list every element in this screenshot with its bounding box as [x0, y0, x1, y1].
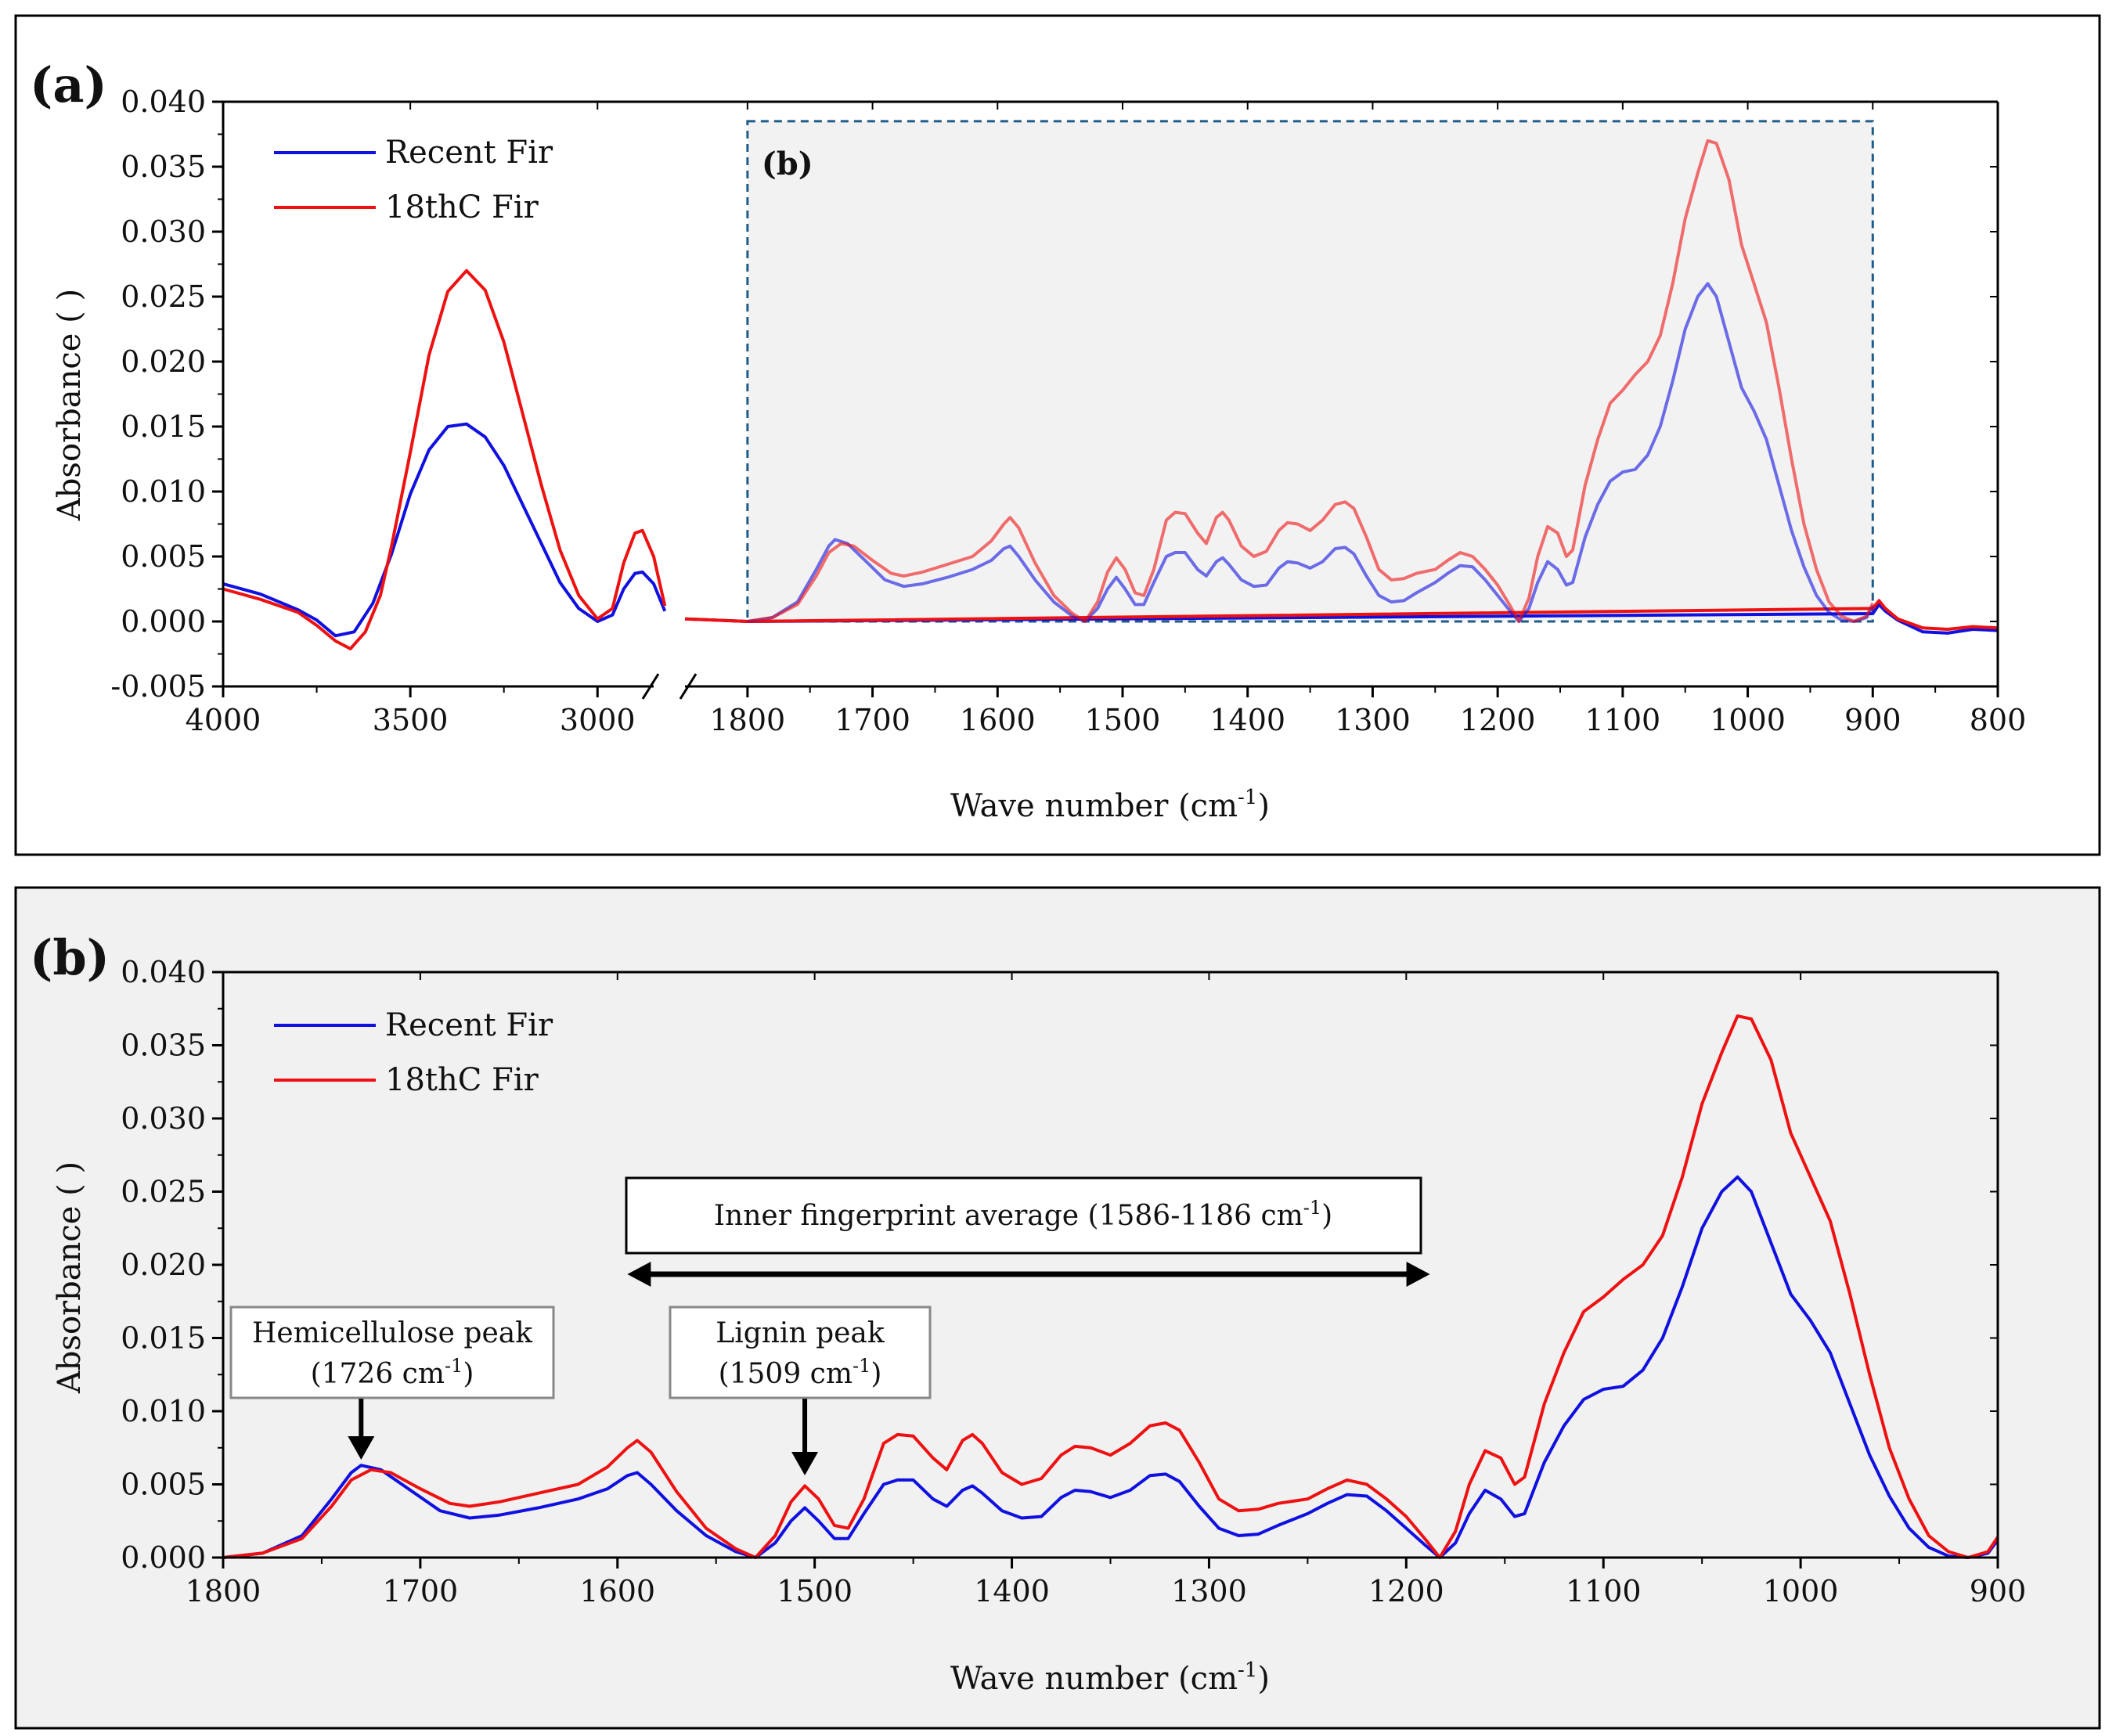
panel-a-xlabel: Wave number (cm-1) — [950, 786, 1270, 824]
y-tick-label: 0.030 — [121, 1101, 206, 1136]
x-tick-label: 1600 — [960, 703, 1036, 737]
x-tick-label: 1200 — [1368, 1574, 1444, 1608]
legend-recent-label: Recent Fir — [385, 1007, 553, 1043]
x-tick-label: 1400 — [1209, 703, 1285, 737]
inset-label: (b) — [762, 146, 813, 182]
legend-recent-label: Recent Fir — [385, 135, 553, 171]
y-tick-label: 0.030 — [121, 214, 206, 249]
y-tick-label: 0.010 — [121, 474, 206, 509]
panel-b-axes: 0.000 0.005 0.010 0.015 0.020 0.025 0.030 0.035… — [121, 955, 2026, 1608]
x-tick-label: 1000 — [1710, 703, 1786, 737]
panel-b-ylabel: Absorbance ( ) — [52, 1162, 88, 1394]
axis-break-mark — [641, 673, 660, 700]
x-tick-label: 3000 — [560, 703, 636, 737]
lignin-label-1: Lignin peak — [716, 1317, 885, 1349]
legend-c18-label: 18thC Fir — [385, 1062, 539, 1098]
fingerprint-box — [625, 1176, 1422, 1255]
y-tick-label: 0.015 — [121, 1321, 206, 1356]
x-tick-label: 1000 — [1763, 1574, 1839, 1608]
y-tick-label: -0.005 — [110, 669, 206, 704]
panel-a-legend: Recent Fir 18thC Fir — [274, 135, 553, 225]
fingerprint-arrow-head-right — [1406, 1262, 1430, 1287]
x-tick-label: 4000 — [186, 703, 261, 737]
lignin-arrow-head — [791, 1452, 819, 1475]
inset-series-line-c18 — [747, 139, 1875, 623]
panel-a-label: (a) — [30, 56, 107, 113]
x-tick-label: 1100 — [1566, 1574, 1642, 1608]
hemicellulose-arrow-head — [348, 1436, 375, 1460]
x-tick-label: 1300 — [1335, 703, 1411, 737]
y-tick-label: 0.040 — [121, 85, 206, 119]
panel-b-legend: Recent Fir 18thC Fir — [274, 1007, 553, 1098]
x-tick-label: 1200 — [1460, 703, 1536, 737]
series-line-c18 — [222, 268, 667, 650]
x-tick-label: 1300 — [1171, 1574, 1247, 1608]
y-tick-label: 0.025 — [121, 1175, 206, 1209]
x-tick-label: 1500 — [777, 1574, 853, 1608]
y-tick-label: 0.005 — [121, 1468, 206, 1502]
x-tick-label: 1500 — [1085, 703, 1161, 737]
legend-c18-label: 18thC Fir — [385, 189, 539, 225]
panel-a-ylabel: Absorbance ( ) — [52, 289, 88, 521]
x-tick-label: 900 — [1844, 703, 1902, 737]
x-tick-label: 3500 — [373, 703, 449, 737]
panel-b-label: (b) — [30, 929, 110, 986]
y-tick-label: 0.010 — [121, 1394, 206, 1428]
panel-b: (b) 0.0000.0050.0100.0150.0200.0250.0300… — [30, 929, 2026, 1697]
fingerprint-arrow — [627, 1262, 1430, 1287]
y-tick-label: 0.035 — [121, 149, 206, 184]
series-line-c18 — [684, 599, 1999, 631]
inset-region — [746, 120, 1874, 623]
y-tick-label: 0.020 — [121, 1248, 206, 1282]
x-tick-label: 1600 — [579, 1574, 655, 1608]
y-tick-label: 0.020 — [121, 344, 206, 379]
y-tick-label: 0.040 — [121, 955, 206, 989]
panel-b-series — [222, 1014, 1999, 1559]
x-tick-label: 1800 — [709, 703, 785, 737]
y-tick-label: 0.035 — [121, 1028, 206, 1063]
panel-a-series — [222, 139, 1999, 650]
lignin-arrow — [791, 1399, 819, 1475]
panel-a: (a) (b) -0.005 0.000 0.005 0.010 0.015 0.020 0… — [30, 56, 2026, 824]
y-tick-label: 0.025 — [121, 279, 206, 314]
x-tick-label: 1400 — [974, 1574, 1050, 1608]
y-tick-label: 0.000 — [121, 1540, 206, 1575]
hemicellulose-label-1: Hemicellulose peak — [252, 1317, 533, 1349]
hemicellulose-box — [229, 1306, 555, 1399]
panel-a-axes: -0.005 0.000 0.005 0.010 0.015 0.020 0.025 0.03… — [110, 85, 2026, 737]
y-tick-label: 0.005 — [121, 539, 206, 574]
x-tick-label: 800 — [1970, 703, 2027, 737]
axis-break-mark — [679, 673, 698, 700]
series-line-recent — [222, 1175, 1999, 1559]
hemicellulose-label-2: (1726 cm-1) — [311, 1355, 474, 1390]
hemicellulose-arrow — [348, 1399, 375, 1460]
x-tick-label: 1700 — [835, 703, 910, 737]
panel-b-xlabel: Wave number (cm-1) — [950, 1659, 1270, 1697]
y-tick-label: 0.015 — [121, 409, 206, 444]
series-line-recent — [222, 422, 667, 638]
inset-series-line-recent — [747, 282, 1875, 623]
lignin-label-2: (1509 cm-1) — [719, 1355, 882, 1390]
x-tick-label: 1800 — [186, 1574, 261, 1608]
y-tick-label: 0.000 — [121, 604, 206, 639]
fingerprint-label: Inner fingerprint average (1586-1186 cm-… — [714, 1197, 1332, 1232]
lignin-box — [669, 1306, 932, 1399]
x-tick-label: 900 — [1970, 1574, 2027, 1608]
fingerprint-arrow-head-left — [627, 1262, 651, 1287]
series-line-c18 — [222, 1014, 1999, 1559]
x-tick-label: 1700 — [383, 1574, 459, 1608]
x-tick-label: 1100 — [1584, 703, 1660, 737]
